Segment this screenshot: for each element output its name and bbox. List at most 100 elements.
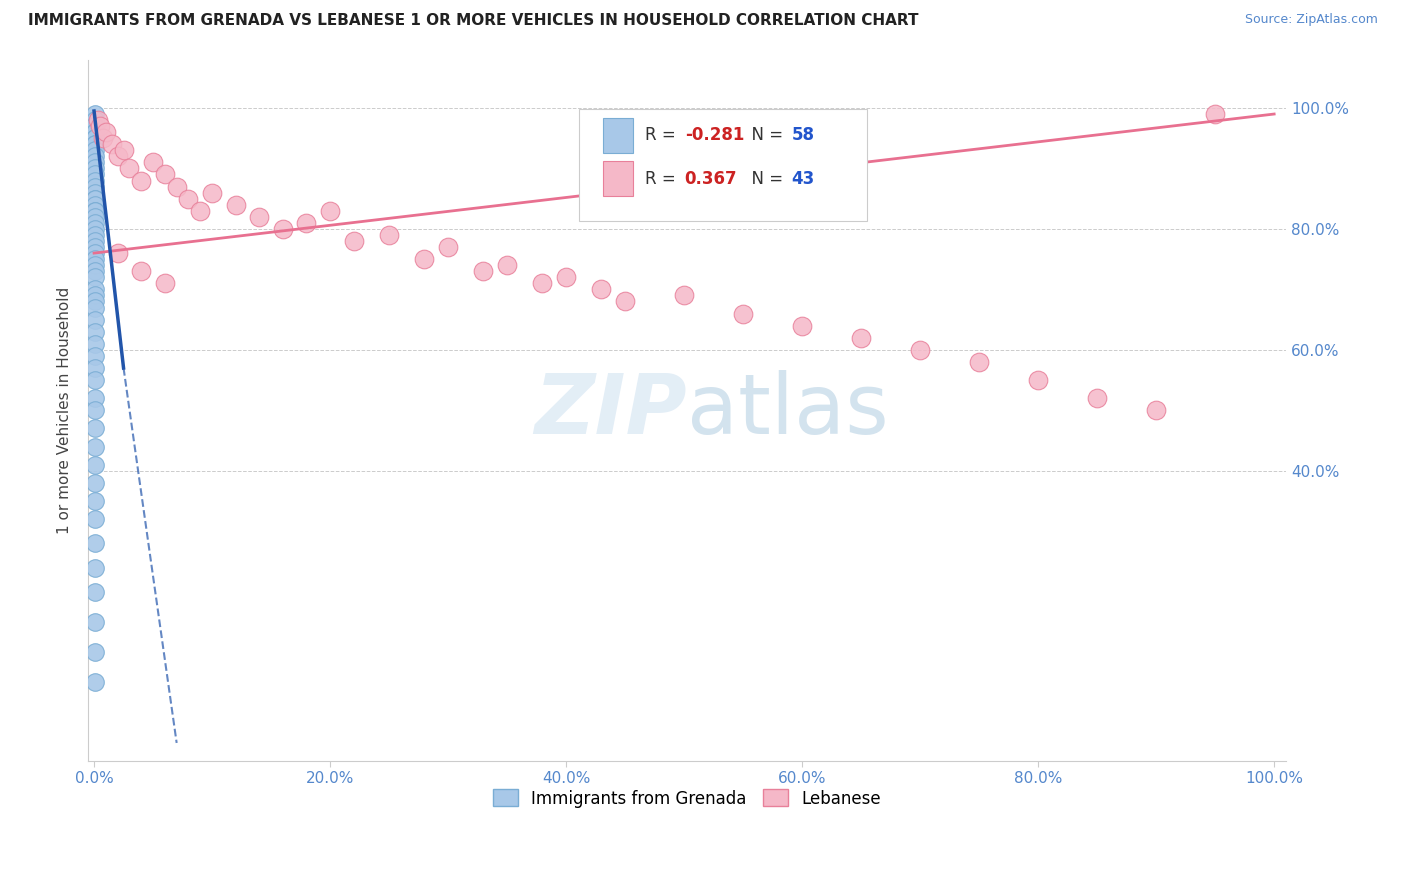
- Point: [83, 107, 105, 121]
- Point: [84, 192, 107, 206]
- Point: [83, 264, 105, 278]
- Point: [84, 361, 107, 376]
- Point: [86, 113, 108, 128]
- Point: [1085, 391, 1108, 405]
- Point: [555, 270, 578, 285]
- Point: [83, 645, 105, 659]
- Point: [967, 355, 990, 369]
- Point: [107, 246, 129, 260]
- Point: [83, 119, 105, 133]
- Point: [83, 349, 105, 363]
- Point: [83, 210, 105, 224]
- Legend: Immigrants from Grenada, Lebanese: Immigrants from Grenada, Lebanese: [485, 781, 890, 816]
- Point: [83, 144, 105, 158]
- Text: R =: R =: [645, 127, 681, 145]
- Point: [84, 198, 107, 212]
- Point: [84, 179, 107, 194]
- Point: [271, 222, 294, 236]
- Point: [849, 331, 872, 345]
- Point: [83, 203, 105, 218]
- Text: N =: N =: [741, 127, 789, 145]
- Point: [83, 494, 105, 508]
- Point: [118, 161, 141, 176]
- Point: [84, 615, 107, 629]
- Point: [84, 270, 107, 285]
- Point: [83, 560, 105, 574]
- Point: [343, 234, 366, 248]
- Point: [107, 149, 129, 163]
- Point: [83, 155, 105, 169]
- Text: 43: 43: [792, 169, 814, 187]
- Text: atlas: atlas: [688, 370, 889, 450]
- Point: [83, 186, 105, 200]
- Point: [83, 403, 105, 417]
- Point: [112, 144, 135, 158]
- Point: [83, 131, 105, 145]
- Point: [83, 301, 105, 315]
- Point: [437, 240, 460, 254]
- Point: [83, 246, 105, 260]
- Point: [83, 440, 105, 454]
- Point: [84, 536, 107, 550]
- Point: [84, 421, 107, 435]
- Point: [319, 203, 342, 218]
- Point: [129, 264, 152, 278]
- Point: [84, 227, 107, 242]
- Point: [84, 149, 107, 163]
- Point: [84, 137, 107, 152]
- Point: [83, 258, 105, 272]
- FancyBboxPatch shape: [603, 118, 633, 153]
- Point: [413, 252, 436, 267]
- Point: [188, 203, 211, 218]
- Point: [591, 282, 613, 296]
- Point: [83, 675, 105, 690]
- Point: [84, 119, 107, 133]
- Point: [378, 227, 401, 242]
- Point: [84, 161, 107, 176]
- Point: [83, 234, 105, 248]
- Point: [83, 168, 105, 182]
- Text: IMMIGRANTS FROM GRENADA VS LEBANESE 1 OR MORE VEHICLES IN HOUSEHOLD CORRELATION : IMMIGRANTS FROM GRENADA VS LEBANESE 1 OR…: [28, 13, 918, 29]
- Point: [84, 125, 107, 139]
- Point: [1144, 403, 1167, 417]
- Point: [614, 294, 637, 309]
- Point: [83, 240, 105, 254]
- Point: [1204, 107, 1226, 121]
- Text: ZIP: ZIP: [534, 370, 688, 450]
- Point: [790, 318, 813, 333]
- Point: [295, 216, 318, 230]
- Point: [83, 336, 105, 351]
- Point: [84, 252, 107, 267]
- Point: [84, 325, 107, 339]
- Point: [83, 137, 105, 152]
- Point: [93, 131, 115, 145]
- Point: [153, 168, 176, 182]
- Point: [1026, 373, 1049, 387]
- Point: [83, 203, 105, 218]
- Point: [83, 294, 105, 309]
- Text: 58: 58: [792, 127, 814, 145]
- Text: -0.281: -0.281: [685, 127, 744, 145]
- Point: [84, 113, 107, 128]
- Point: [142, 155, 165, 169]
- Point: [100, 137, 122, 152]
- Point: [83, 288, 105, 302]
- Point: [472, 264, 495, 278]
- Point: [153, 277, 176, 291]
- Text: N =: N =: [741, 169, 789, 187]
- Point: [496, 258, 519, 272]
- Point: [83, 584, 105, 599]
- Point: [83, 173, 105, 187]
- Point: [83, 282, 105, 296]
- Point: [673, 288, 696, 302]
- Point: [908, 343, 931, 357]
- Point: [83, 192, 105, 206]
- Point: [83, 512, 105, 526]
- FancyBboxPatch shape: [603, 161, 633, 196]
- Point: [83, 216, 105, 230]
- Text: R =: R =: [645, 169, 686, 187]
- Point: [83, 458, 105, 472]
- Point: [247, 210, 270, 224]
- Point: [83, 125, 105, 139]
- Point: [83, 373, 105, 387]
